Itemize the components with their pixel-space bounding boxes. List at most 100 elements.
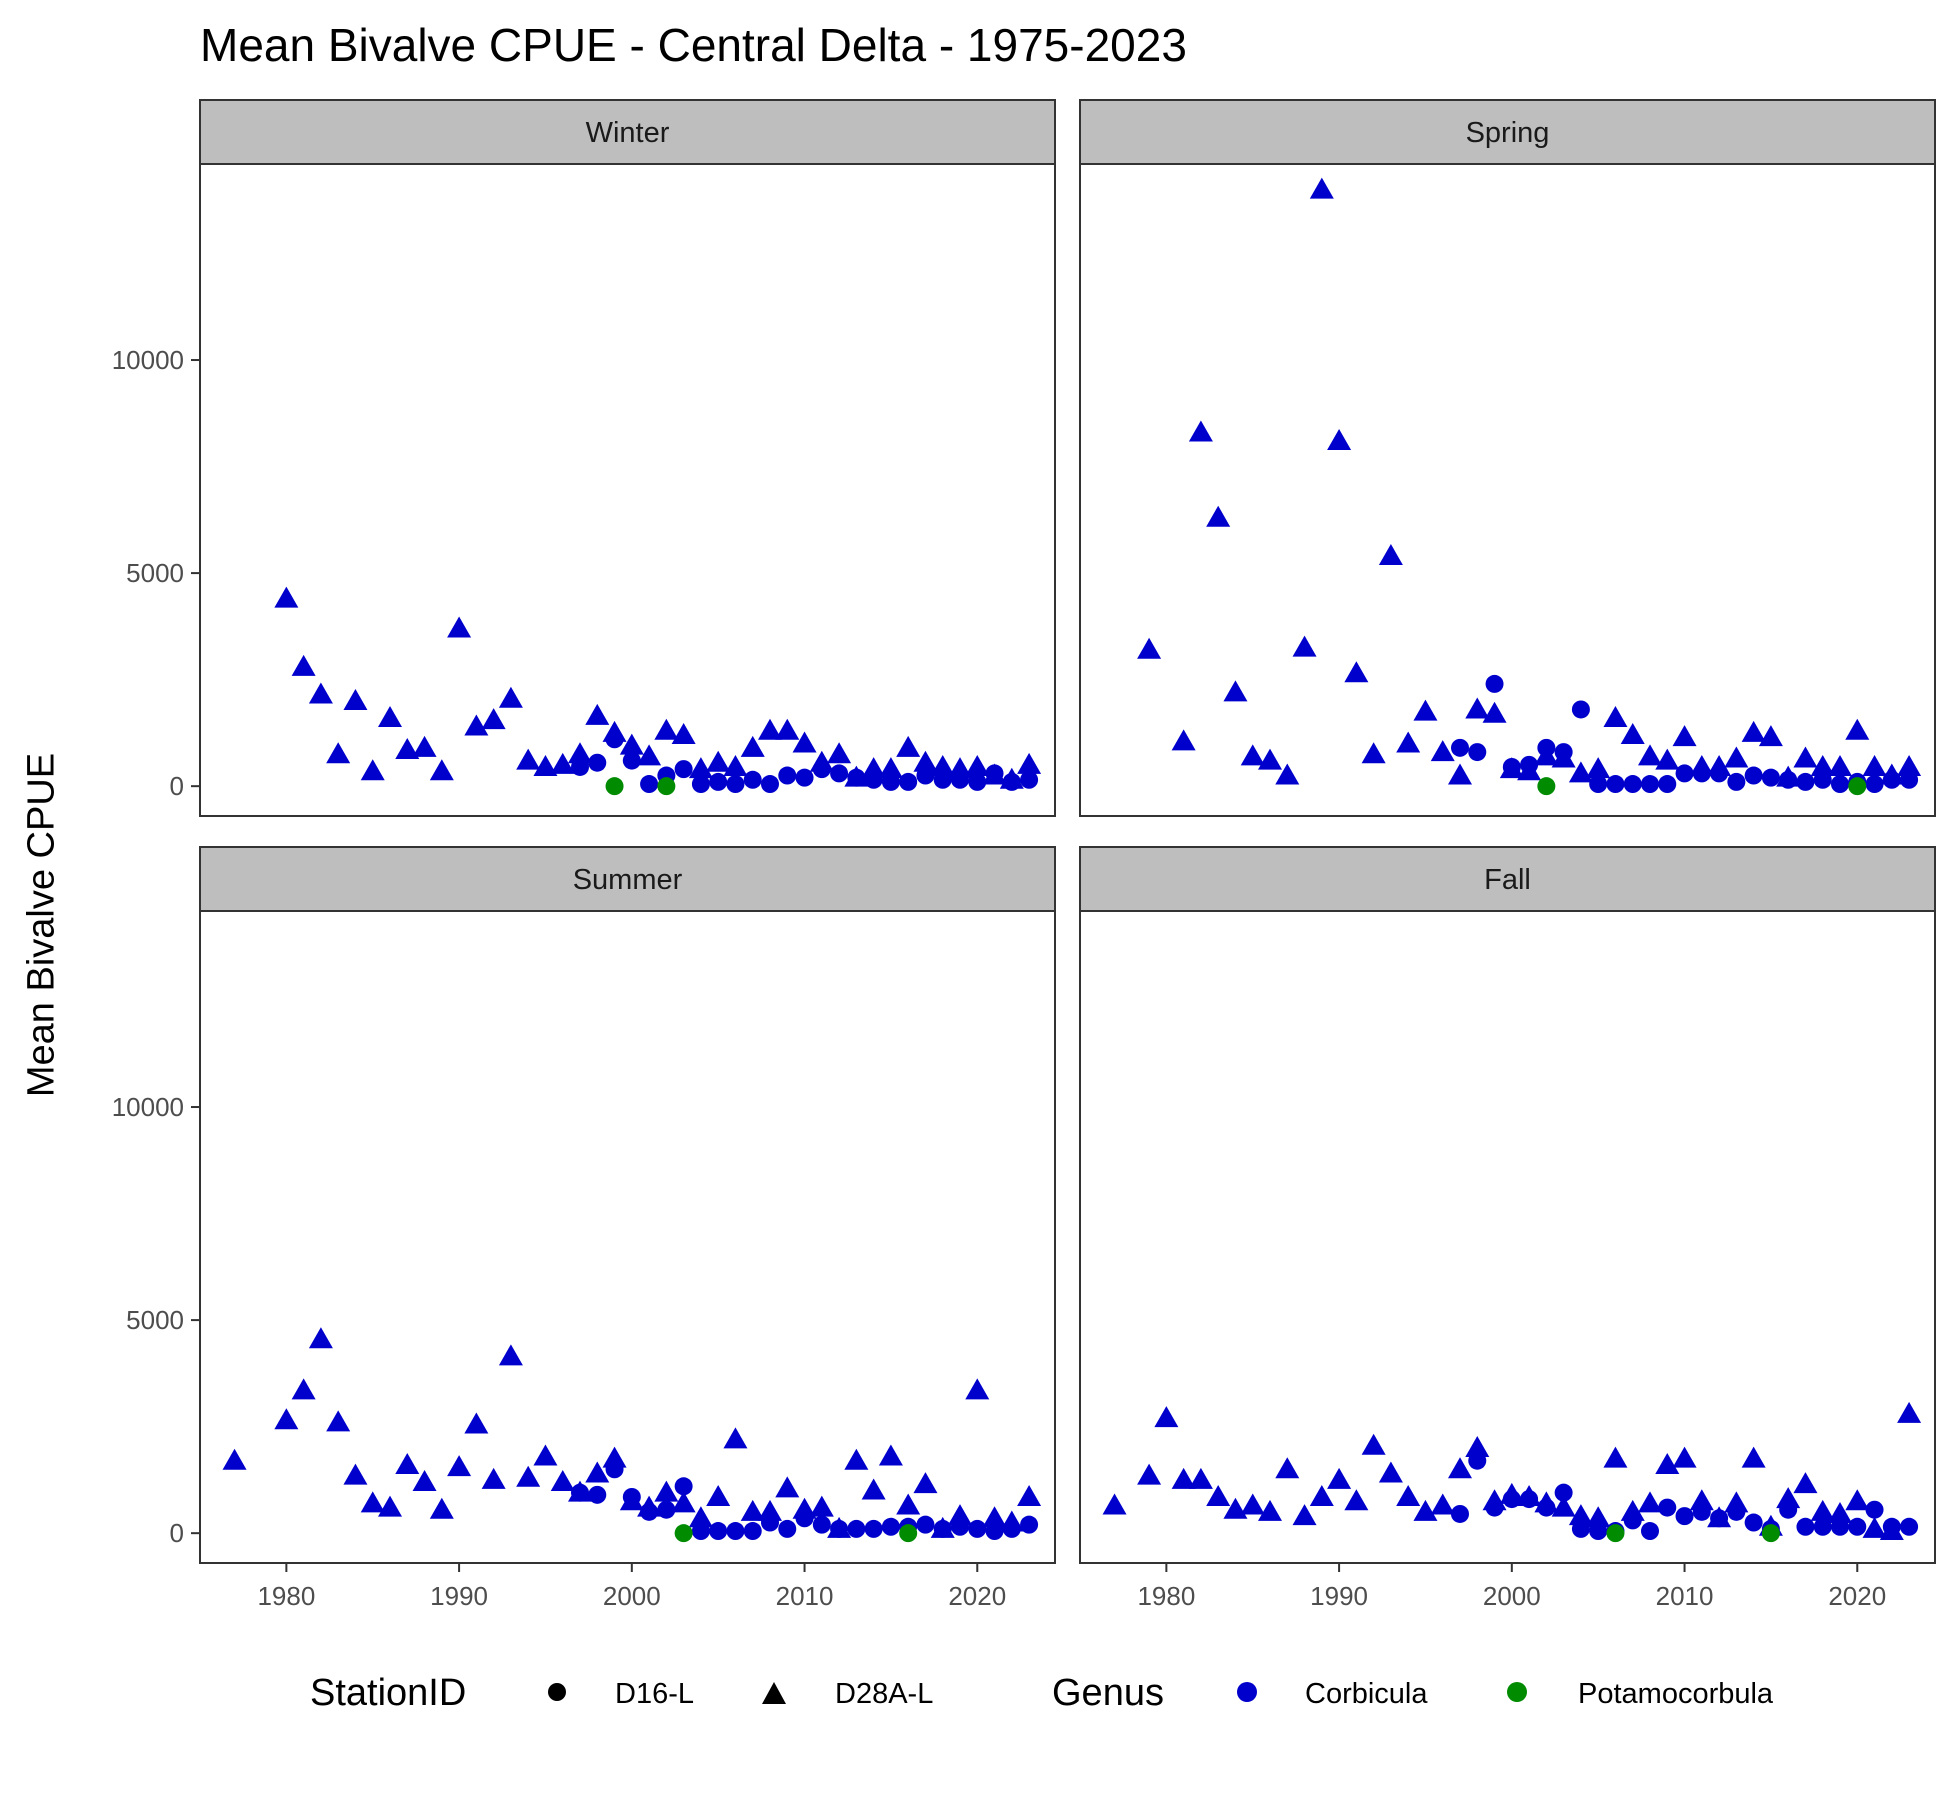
point-triangle-corbicula <box>688 757 713 779</box>
point-circle-corbicula <box>1831 775 1849 794</box>
panel-frame-winter <box>199 163 1056 817</box>
point-triangle-corbicula <box>723 1427 748 1449</box>
point-circle-corbicula <box>951 1517 969 1536</box>
point-triangle-corbicula <box>948 757 972 779</box>
point-triangle-corbicula <box>516 748 541 770</box>
point-triangle-corbicula <box>274 1408 299 1430</box>
point-circle-corbicula <box>743 1522 762 1541</box>
legend-key-potamocorbula <box>1507 1682 1527 1702</box>
point-circle-corbicula <box>657 1500 676 1519</box>
point-circle-corbicula <box>1727 772 1746 791</box>
point-triangle-corbicula <box>740 735 765 757</box>
point-triangle-corbicula <box>965 1378 990 1400</box>
point-triangle-corbicula <box>1551 1495 1576 1517</box>
x-tick-label: 2010 <box>776 1581 834 1611</box>
point-circle-corbicula <box>1813 770 1832 789</box>
point-triangle-corbicula <box>1828 754 1852 776</box>
point-circle-corbicula <box>933 1519 952 1538</box>
point-circle-corbicula <box>709 772 728 791</box>
point-circle-corbicula <box>1692 764 1711 783</box>
point-circle-corbicula <box>1761 768 1780 787</box>
point-circle-corbicula <box>812 1515 831 1534</box>
point-circle-corbicula <box>1813 1517 1832 1536</box>
point-circle-corbicula <box>1451 738 1469 757</box>
facet-strip-winter <box>199 99 1056 165</box>
point-circle-corbicula <box>1571 700 1590 719</box>
point-triangle-corbicula <box>740 1499 765 1521</box>
point-triangle-corbicula <box>1240 744 1265 766</box>
point-circle-corbicula <box>864 770 883 789</box>
point-circle-corbicula <box>1537 1498 1556 1517</box>
point-circle-corbicula <box>1744 766 1763 785</box>
point-triangle-corbicula <box>1275 763 1300 785</box>
point-triangle-corbicula <box>861 757 886 779</box>
point-triangle-corbicula <box>1638 1491 1662 1513</box>
point-triangle-corbicula <box>1309 177 1334 199</box>
point-circle-potamocorbula <box>1606 1524 1625 1543</box>
point-triangle-corbicula <box>1378 544 1403 566</box>
point-triangle-corbicula <box>896 1493 921 1515</box>
point-triangle-corbicula <box>1378 1461 1403 1483</box>
point-triangle-corbicula <box>688 1506 713 1528</box>
panel-frame-spring <box>1079 163 1936 817</box>
point-circle-corbicula <box>726 1522 745 1541</box>
point-triangle-corbicula <box>913 750 938 772</box>
point-triangle-corbicula <box>654 718 679 740</box>
x-tick-label: 2010 <box>1656 1581 1714 1611</box>
point-triangle-corbicula <box>1413 699 1438 721</box>
point-circle-corbicula <box>985 764 1004 783</box>
point-triangle-corbicula <box>1655 1452 1680 1474</box>
point-triangle-corbicula <box>360 759 385 781</box>
point-triangle-corbicula <box>326 742 351 764</box>
legend-label-d28al: D28A-L <box>835 1678 934 1710</box>
point-triangle-corbicula <box>412 1470 437 1492</box>
point-circle-corbicula <box>1692 1502 1711 1521</box>
point-circle-corbicula <box>1865 1500 1884 1519</box>
point-triangle-corbicula <box>498 1344 523 1366</box>
point-triangle-corbicula <box>602 1446 627 1468</box>
point-circle-corbicula <box>1710 1509 1729 1528</box>
point-triangle-corbicula <box>274 586 299 608</box>
point-triangle-corbicula <box>896 735 921 757</box>
point-triangle-corbicula <box>1223 680 1248 702</box>
point-triangle-corbicula <box>585 1461 610 1483</box>
point-circle-corbicula <box>951 770 969 789</box>
point-triangle-corbicula <box>395 1452 420 1474</box>
point-circle-corbicula <box>1831 1517 1849 1536</box>
point-circle-corbicula <box>691 775 710 794</box>
point-triangle-corbicula <box>1810 754 1835 776</box>
point-triangle-corbicula <box>1206 1484 1231 1506</box>
point-triangle-corbicula <box>343 688 368 710</box>
y-tick-label: 10000 <box>112 1092 184 1122</box>
point-triangle-corbicula <box>343 1463 368 1485</box>
point-circle-corbicula <box>1641 775 1659 794</box>
point-triangle-corbicula <box>1258 1499 1282 1521</box>
point-triangle-corbicula <box>1724 746 1749 768</box>
point-circle-corbicula <box>691 1522 710 1541</box>
point-triangle-corbicula <box>619 733 644 755</box>
point-triangle-corbicula <box>1793 1472 1818 1494</box>
point-circle-corbicula <box>1744 1513 1763 1532</box>
x-tick-label: 2020 <box>948 1581 1006 1611</box>
point-circle-corbicula <box>1502 1490 1521 1509</box>
point-circle-corbicula <box>968 1519 987 1538</box>
faceted-scatter-plot: Winter 0 5000 10000 Spring Summer 0 5000 10000 19… <box>112 99 1936 1611</box>
point-circle-corbicula <box>605 1460 624 1479</box>
point-triangle-corbicula <box>637 744 662 766</box>
point-circle-corbicula <box>1537 738 1556 757</box>
point-triangle-corbicula <box>671 1491 696 1513</box>
facet-strip-label-summer: Summer <box>573 864 683 896</box>
point-triangle-corbicula <box>965 754 990 776</box>
point-circle-corbicula <box>1502 757 1521 776</box>
point-circle-corbicula <box>916 1515 935 1534</box>
point-circle-corbicula <box>588 1485 607 1504</box>
point-triangle-corbicula <box>1603 705 1628 727</box>
panel-frame-fall <box>1079 910 1936 1564</box>
point-circle-corbicula <box>1589 775 1608 794</box>
point-circle-corbicula <box>1641 1522 1659 1541</box>
point-circle-corbicula <box>1900 1517 1919 1536</box>
chart-title: Mean Bivalve CPUE - Central Delta - 1975… <box>200 19 1187 71</box>
point-circle-corbicula <box>1020 1515 1039 1534</box>
point-triangle-corbicula <box>1741 720 1766 742</box>
point-circle-corbicula <box>1623 1511 1642 1530</box>
